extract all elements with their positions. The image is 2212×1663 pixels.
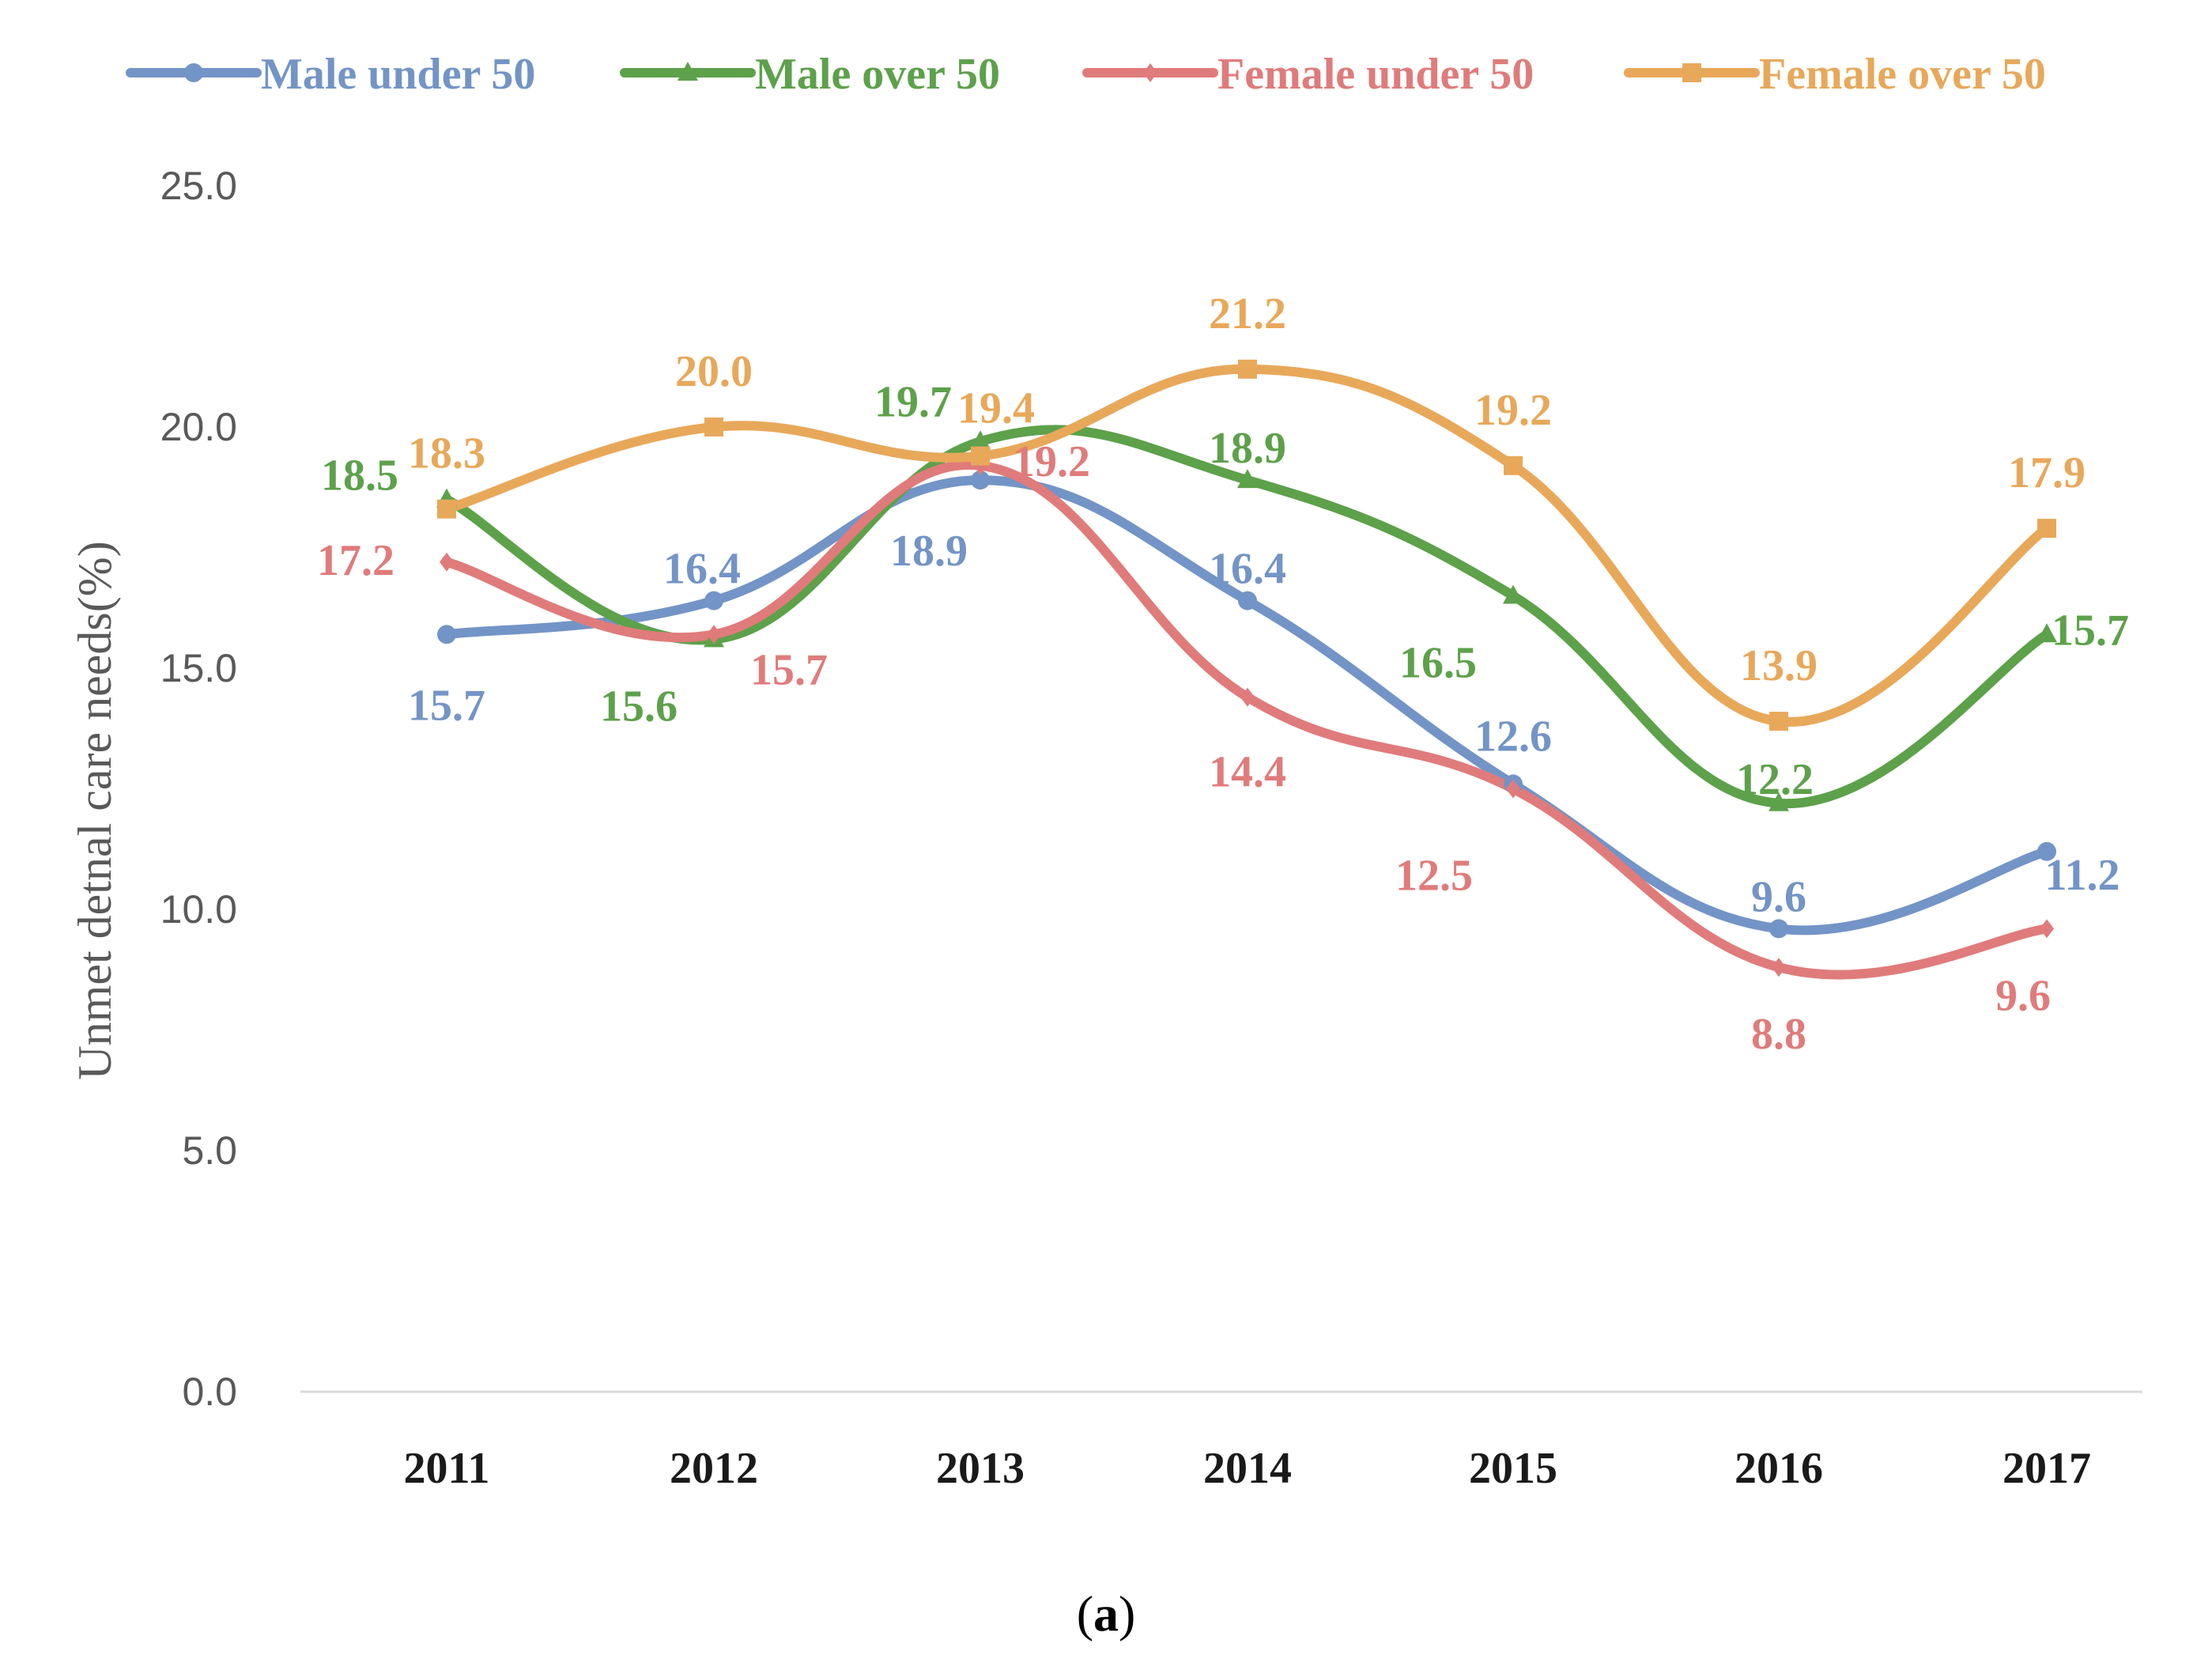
data-point-male-under-50 — [971, 471, 990, 490]
data-point-male-over-50 — [970, 430, 991, 450]
caption-close-paren: ) — [1119, 1586, 1135, 1642]
legend-marker-female-over-50 — [1682, 63, 1701, 82]
legend-label-female-under-50: Female under 50 — [1217, 50, 1534, 99]
data-point-female-over-50 — [1769, 712, 1788, 731]
legend-marker-male-under-50 — [184, 63, 203, 82]
x-tick-label: 2011 — [404, 1444, 490, 1493]
legend-label-male-over-50: Male over 50 — [755, 50, 1000, 99]
data-point-male-under-50 — [1769, 919, 1788, 939]
data-label-male-over-50: 15.6 — [600, 682, 678, 731]
data-label-female-over-50: 20.0 — [675, 347, 753, 396]
data-point-female-under-50 — [707, 625, 721, 644]
y-axis-label: Unmet detnal care needs(%) — [69, 541, 121, 1079]
data-label-male-under-50: 9.6 — [1751, 872, 1806, 921]
data-label-female-under-50: 14.4 — [1209, 748, 1286, 797]
data-label-male-over-50: 12.2 — [1736, 755, 1814, 804]
x-tick-label: 2012 — [670, 1444, 758, 1493]
legend-marker-female-under-50 — [1143, 63, 1157, 82]
data-label-male-over-50: 19.7 — [874, 377, 952, 426]
data-point-female-under-50 — [440, 552, 454, 572]
data-label-female-under-50: 12.5 — [1395, 852, 1473, 901]
data-label-male-under-50: 11.2 — [2045, 851, 2120, 900]
data-label-male-over-50: 16.5 — [1399, 639, 1477, 688]
x-tick-label: 2014 — [1203, 1444, 1292, 1493]
data-label-male-under-50: 16.4 — [663, 545, 741, 594]
data-point-male-under-50 — [437, 625, 456, 644]
data-label-male-under-50: 16.4 — [1209, 545, 1286, 594]
data-label-male-under-50: 12.6 — [1474, 712, 1552, 761]
data-point-female-over-50 — [971, 446, 990, 466]
data-point-male-over-50 — [2036, 623, 2057, 643]
y-tick-label: 0.0 — [182, 1370, 237, 1414]
data-point-female-over-50 — [1238, 359, 1257, 379]
data-label-female-over-50: 19.4 — [957, 384, 1035, 433]
data-label-female-over-50: 13.9 — [1740, 641, 1818, 690]
data-label-male-over-50: 15.7 — [2052, 606, 2129, 655]
data-label-female-over-50: 18.3 — [408, 429, 485, 478]
x-tick-label: 2013 — [936, 1444, 1025, 1493]
data-point-male-over-50 — [1237, 469, 1258, 489]
y-tick-label: 25.0 — [160, 164, 237, 208]
data-point-female-over-50 — [437, 499, 456, 519]
x-tick-label: 2017 — [2003, 1444, 2091, 1493]
data-point-female-under-50 — [1240, 687, 1255, 707]
data-label-female-under-50: 17.2 — [317, 536, 394, 585]
x-tick-label: 2016 — [1734, 1444, 1823, 1493]
data-label-female-under-50: 8.8 — [1751, 1010, 1806, 1059]
data-label-female-under-50: 15.7 — [750, 645, 828, 694]
data-point-female-over-50 — [704, 418, 723, 437]
data-point-female-under-50 — [1506, 779, 1520, 799]
y-axis: 0.0 5.0 10.0 15.0 20.0 25.0 — [160, 164, 237, 1414]
data-point-female-under-50 — [1772, 958, 1786, 977]
data-label-female-over-50: 21.2 — [1209, 289, 1286, 338]
data-label-male-under-50: 15.7 — [408, 681, 485, 730]
data-point-male-under-50 — [2037, 841, 2056, 861]
data-label-male-over-50: 18.9 — [1209, 424, 1286, 473]
y-tick-label: 10.0 — [160, 887, 237, 932]
data-label-female-over-50: 19.2 — [1474, 386, 1552, 435]
x-axis: 2011 2012 2013 2014 2015 2016 2017 — [404, 1444, 2091, 1493]
data-labels: 15.716.4 18.9 16.412.69.6 11.218.515.619.71… — [317, 289, 2129, 1059]
data-label-male-over-50: 18.5 — [321, 452, 398, 501]
y-tick-label: 15.0 — [160, 646, 237, 690]
legend-label-female-over-50: Female over 50 — [1759, 50, 2046, 99]
x-tick-label: 2015 — [1469, 1444, 1557, 1493]
data-point-male-over-50 — [1768, 792, 1789, 811]
data-label-male-under-50: 18.9 — [890, 527, 968, 576]
data-point-male-under-50 — [704, 591, 723, 610]
data-label-female-under-50: 9.6 — [1995, 971, 2051, 1020]
caption-letter: a — [1093, 1586, 1119, 1642]
data-point-female-over-50 — [2037, 519, 2056, 539]
legend: Male under 50 Male over 50 Female under 50… — [126, 50, 2046, 99]
legend-marker-male-over-50 — [678, 62, 698, 81]
y-tick-label: 20.0 — [160, 405, 237, 449]
caption-open-paren: ( — [1077, 1586, 1093, 1642]
data-point-female-under-50 — [2040, 919, 2054, 939]
data-point-male-under-50 — [1238, 591, 1257, 610]
figure-caption: (a) — [1077, 1586, 1136, 1642]
data-point-male-over-50 — [1503, 584, 1523, 604]
data-point-female-over-50 — [1504, 455, 1523, 475]
series-markers — [436, 359, 2057, 977]
legend-label-male-under-50: Male under 50 — [261, 50, 535, 99]
data-label-female-under-50: 19.2 — [1013, 437, 1090, 486]
y-tick-label: 5.0 — [182, 1128, 237, 1173]
data-label-female-over-50: 17.9 — [2008, 448, 2086, 497]
